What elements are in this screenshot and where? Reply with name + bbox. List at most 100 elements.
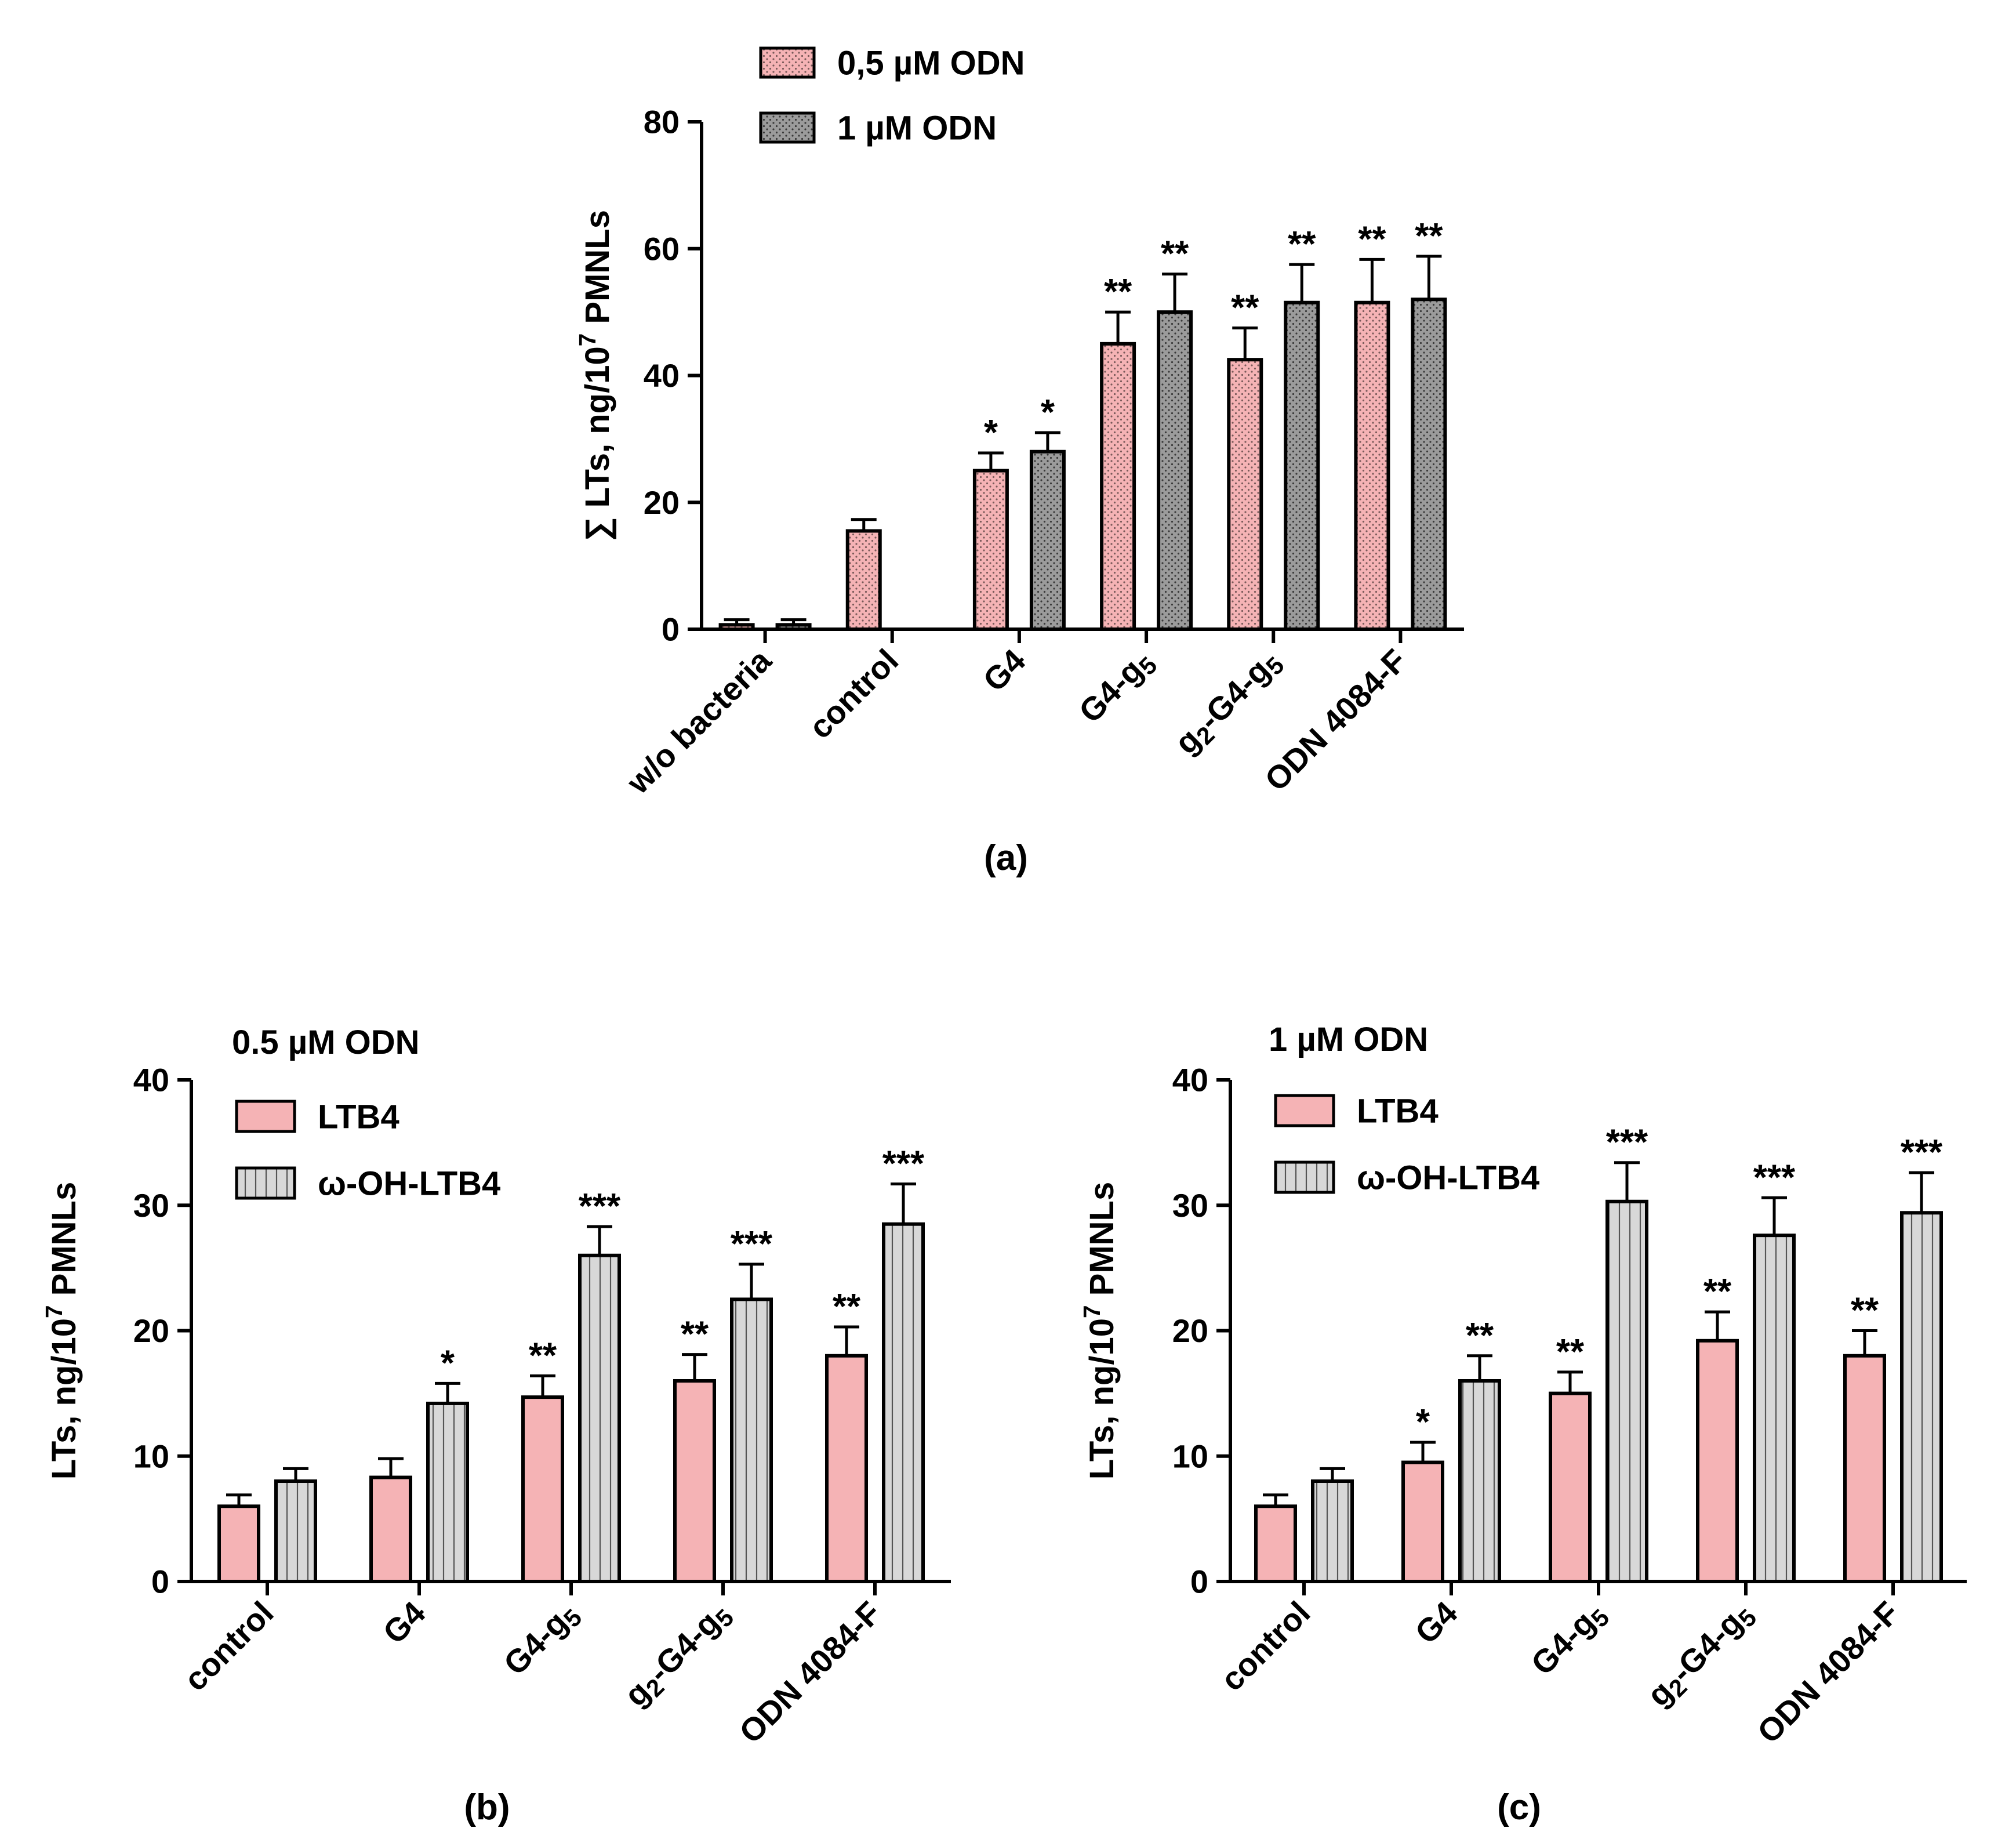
bar [1227, 358, 1263, 631]
bar [1458, 1379, 1501, 1583]
bar [274, 1479, 317, 1583]
bar [1401, 1460, 1444, 1583]
legend-swatch [1274, 1160, 1335, 1194]
x-tick-label: g2-G4-g5 [1640, 1594, 1761, 1716]
chart-panel-b: 010203040control*G4*****G4-g5*****g2-G4-… [41, 1024, 951, 1827]
y-tick-label: 0 [1190, 1564, 1208, 1600]
bar [1753, 1234, 1796, 1583]
bar [775, 623, 812, 631]
y-tick-label: 0 [662, 611, 680, 648]
panel-label: (b) [464, 1787, 510, 1827]
y-tick-label: 20 [644, 484, 680, 521]
y-axis-title: ∑ LTs, ng/107 PMNLs [574, 210, 616, 541]
legend-label: LTB4 [318, 1098, 399, 1136]
significance-label: *** [1606, 1123, 1648, 1163]
bar [1549, 1391, 1592, 1583]
x-tick-label: control [177, 1594, 281, 1698]
significance-label: ** [1703, 1272, 1732, 1312]
bar [521, 1395, 564, 1583]
y-tick-label: 20 [133, 1312, 169, 1349]
bar [972, 469, 1009, 631]
x-tick-label: w/o bacteria [619, 641, 779, 801]
y-tick-label: 60 [644, 230, 680, 267]
bar [1029, 449, 1066, 631]
bar [1100, 342, 1136, 631]
bar [1284, 300, 1320, 631]
significance-label: * [1041, 393, 1055, 433]
y-tick-label: 0 [151, 1564, 169, 1600]
significance-label: ** [681, 1315, 709, 1355]
bar [1411, 298, 1447, 631]
panel-label: (c) [1497, 1787, 1541, 1827]
significance-label: *** [1753, 1158, 1796, 1198]
y-axis-title: LTs, ng/107 PMNLs [1078, 1182, 1121, 1479]
chart-title: 0.5 µM ODN [232, 1024, 419, 1061]
chart-panel-c: 010203040control***G4*****G4-g5*****g2-G… [1078, 1021, 1967, 1827]
bar [673, 1379, 716, 1583]
legend-swatch [1274, 1094, 1335, 1127]
bar [217, 1504, 260, 1583]
y-tick-label: 40 [1172, 1062, 1208, 1098]
significance-label: ** [1851, 1291, 1879, 1331]
bar [578, 1253, 621, 1583]
significance-label: ** [529, 1336, 557, 1376]
bar [730, 1297, 773, 1583]
panel-label: (a) [984, 838, 1028, 878]
y-tick-label: 80 [644, 104, 680, 140]
y-tick-label: 30 [1172, 1187, 1208, 1224]
x-tick-label: G4 [376, 1594, 432, 1651]
significance-label: *** [882, 1144, 925, 1184]
bar [1354, 300, 1390, 631]
significance-label: *** [1901, 1133, 1943, 1173]
bar [1843, 1354, 1886, 1583]
significance-label: ** [1288, 224, 1316, 264]
chart-title: 1 µM ODN [1269, 1021, 1428, 1058]
y-tick-label: 10 [133, 1438, 169, 1474]
x-tick-label: g2-G4-g5 [1168, 642, 1289, 764]
x-tick-label: ODN 4084-F [732, 1594, 888, 1750]
bar [1696, 1339, 1739, 1583]
significance-label: *** [579, 1187, 621, 1227]
y-tick-label: 40 [644, 357, 680, 394]
bar [845, 529, 882, 631]
x-tick-label: G4-g5 [496, 1594, 587, 1685]
significance-label: *** [731, 1224, 773, 1264]
legend-swatch [235, 1100, 296, 1133]
bar [369, 1475, 412, 1584]
significance-label: ** [1231, 288, 1259, 328]
legend-label: 0,5 µM ODN [837, 44, 1025, 82]
bar [1254, 1504, 1297, 1583]
y-tick-label: 10 [1172, 1438, 1208, 1474]
y-tick-label: 20 [1172, 1312, 1208, 1349]
legend-swatch [759, 111, 816, 144]
y-tick-label: 30 [133, 1187, 169, 1224]
plot-area: 010203040control*G4*****G4-g5*****g2-G4-… [41, 1024, 951, 1827]
significance-label: ** [833, 1287, 861, 1327]
x-tick-label: ODN 4084-F [1750, 1594, 1906, 1750]
significance-label: ** [1556, 1332, 1585, 1372]
bar [1157, 310, 1193, 631]
bar [718, 623, 755, 631]
x-tick-label: G4 [1408, 1594, 1464, 1651]
bar [1605, 1199, 1648, 1583]
y-tick-label: 40 [133, 1062, 169, 1098]
significance-label: ** [1104, 272, 1132, 312]
x-tick-label: control [802, 642, 906, 746]
plot-area: 010203040control***G4*****G4-g5*****g2-G… [1078, 1021, 1967, 1827]
significance-label: ** [1415, 216, 1443, 256]
significance-label: * [1416, 1402, 1430, 1442]
legend-label: ω-OH-LTB4 [318, 1165, 500, 1202]
x-tick-label: G4-g5 [1524, 1594, 1614, 1685]
bar [825, 1354, 868, 1583]
x-tick-label: g2-G4-g5 [617, 1594, 739, 1716]
legend-label: LTB4 [1357, 1092, 1439, 1130]
significance-label: * [984, 413, 998, 453]
x-tick-label: G4-g5 [1071, 642, 1162, 732]
legend-swatch [759, 46, 816, 79]
bar [1311, 1479, 1354, 1583]
legend-label: 1 µM ODN [837, 109, 997, 147]
bar [882, 1222, 925, 1583]
